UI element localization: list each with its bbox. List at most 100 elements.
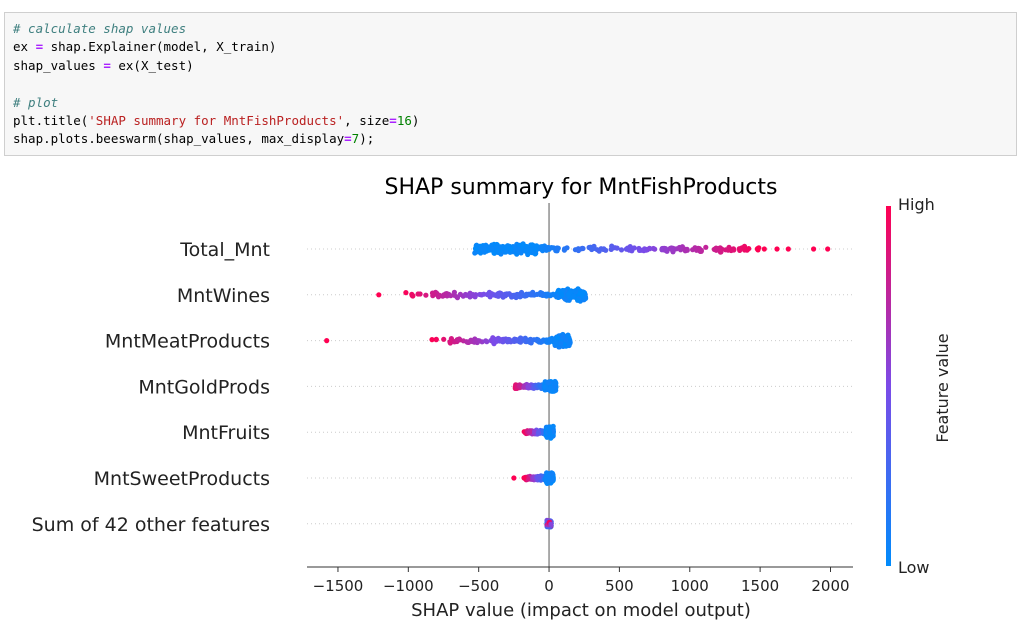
code-text: plt.title(: [13, 112, 89, 128]
shap-point: [539, 339, 545, 345]
chart-title: SHAP summary for MntFishProducts: [385, 175, 778, 200]
shap-point: [535, 430, 542, 436]
shap-point: [529, 242, 535, 248]
shap-point: [528, 247, 534, 253]
x-tick-label: −1000: [383, 577, 434, 595]
feature-label: Total_Mnt: [179, 239, 270, 261]
shap-point: [558, 340, 564, 346]
shap-point: [548, 385, 554, 391]
shap-point: [521, 384, 527, 390]
shap-point: [728, 247, 734, 254]
code-operator: =: [103, 57, 111, 73]
shap-point: [712, 246, 718, 252]
shap-point: [641, 248, 647, 254]
shap-point: [558, 292, 565, 298]
code-text: ): [411, 112, 420, 128]
shap-outlier-point: [811, 246, 817, 252]
shap-point: [692, 245, 698, 251]
code-cell[interactable]: # calculate shap values ex = shap.Explai…: [4, 12, 1017, 156]
code-comment: # calculate shap values: [13, 21, 187, 36]
code-number: 7: [351, 131, 360, 147]
x-tick-label: 500: [605, 577, 634, 595]
code-line-1: # calculate shap values: [13, 20, 1008, 38]
x-ticks: −1500 −1000 −500 0 500 1000 1500 2000: [313, 567, 850, 595]
code-line-2: ex = shap.Explainer(model, X_train): [13, 38, 1008, 56]
code-operator: =: [389, 112, 397, 128]
feature-label: Sum of 42 other features: [32, 514, 270, 536]
shap-point: [457, 291, 463, 297]
code-text: , size: [344, 112, 390, 128]
shap-point: [575, 247, 582, 254]
shap-outlier-point: [774, 246, 780, 252]
code-text: ex: [13, 39, 36, 55]
shap-point: [470, 292, 476, 298]
shap-point: [477, 291, 483, 298]
shap-point: [489, 246, 495, 252]
shap-point: [481, 245, 487, 252]
code-operator: =: [35, 39, 44, 55]
shap-point: [441, 292, 447, 298]
shap-outlier-point: [376, 292, 382, 298]
shap-point: [448, 293, 454, 299]
shap-point: [570, 293, 577, 299]
shap-point: [527, 429, 533, 435]
shap-point: [586, 244, 592, 251]
code-number: 16: [396, 112, 412, 128]
shap-point: [575, 297, 581, 303]
shap-point: [583, 295, 589, 301]
shap-point: [534, 291, 540, 297]
shap-point: [548, 521, 554, 527]
shap-point: [636, 247, 643, 253]
code-text: shap_values: [13, 57, 104, 73]
colorbar: [886, 206, 891, 566]
shap-point: [491, 250, 497, 256]
shap-point: [546, 426, 553, 432]
shap-point: [503, 249, 509, 255]
shap-point: [684, 246, 690, 252]
shap-point: [532, 247, 538, 253]
shap-point: [676, 245, 683, 251]
shap-point: [517, 335, 524, 341]
shap-point: [429, 290, 436, 296]
x-tick-label: −1500: [313, 577, 364, 595]
shap-beeswarm-plot: SHAP summary for MntFishProducts Total_M…: [32, 175, 952, 621]
shap-outlier-point: [785, 246, 791, 252]
shap-point: [535, 474, 541, 480]
code-string: 'SHAP summary for MntFishProducts': [88, 112, 345, 128]
colorbar-high-label: High: [898, 195, 935, 214]
shap-point: [512, 246, 518, 252]
shap-point: [483, 338, 489, 344]
shap-point: [508, 246, 514, 252]
shap-point: [521, 475, 527, 481]
shap-point: [608, 246, 614, 252]
shap-outlier-point: [761, 246, 767, 252]
code-line-4: [13, 75, 1008, 93]
shap-point: [537, 383, 543, 389]
shap-point: [472, 246, 479, 252]
shap-point: [423, 292, 429, 298]
code-line-6: plt.title('SHAP summary for MntFishProdu…: [13, 112, 1008, 130]
shap-point: [627, 244, 633, 250]
code-text: ex(X_test): [110, 57, 194, 73]
feature-label: MntFruits: [182, 422, 270, 444]
code-text: );: [359, 131, 375, 147]
shap-point: [545, 338, 551, 344]
shap-point: [629, 248, 635, 254]
x-tick-label: 1000: [671, 577, 709, 595]
feature-labels: Total_Mnt MntWines MntMeatProducts MntGoldP…: [32, 239, 270, 536]
shap-point: [561, 247, 568, 253]
shap-point: [555, 335, 561, 341]
shap-point: [495, 291, 502, 297]
shap-point: [524, 244, 530, 250]
x-tick-label: 1500: [741, 577, 779, 595]
shap-point: [511, 292, 517, 298]
shap-point: [579, 245, 585, 251]
shap-point: [647, 246, 653, 252]
x-tick-label: 2000: [811, 577, 849, 595]
code-line-5: # plot: [13, 94, 1008, 112]
shap-point: [562, 296, 568, 302]
code-comment: # plot: [13, 94, 59, 110]
shap-points: [324, 241, 831, 530]
shap-point: [553, 381, 559, 387]
shap-point: [614, 245, 620, 251]
